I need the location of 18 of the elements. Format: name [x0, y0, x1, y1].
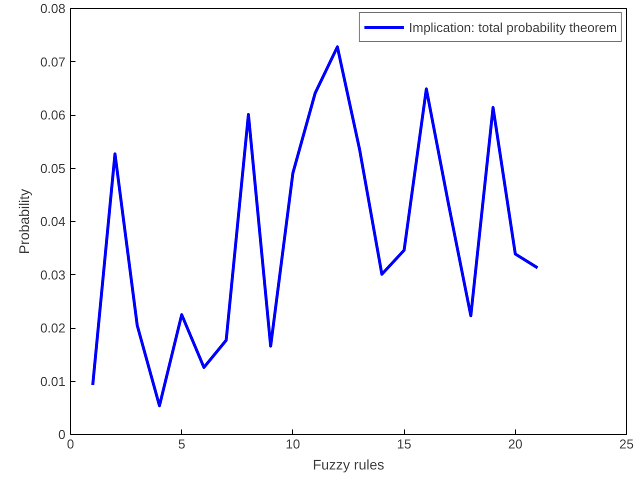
y-tick-label: 0 — [58, 427, 66, 442]
x-tick-label: 25 — [619, 436, 634, 452]
y-tick-label: 0.04 — [40, 214, 66, 229]
y-tick-label: 0.01 — [40, 374, 66, 389]
y-tick-label: 0.07 — [40, 54, 66, 70]
x-axis-title: Fuzzy rules — [312, 456, 384, 472]
y-tick-label: 0.08 — [40, 1, 66, 16]
y-tick-label: 0.03 — [40, 267, 66, 282]
y-tick-label: 0.02 — [40, 320, 66, 336]
x-tick-label: 15 — [396, 436, 412, 452]
x-tick-label: 5 — [178, 436, 186, 452]
x-tick-label: 20 — [508, 436, 523, 452]
y-tick-label: 0.05 — [40, 160, 66, 176]
y-tick-label: 0.06 — [40, 108, 66, 122]
x-tick-label: 10 — [286, 436, 300, 452]
line-series — [91, 45, 540, 408]
y-axis-title: Probability — [16, 188, 32, 254]
legend-label: Implication: total probability theorem — [408, 20, 617, 34]
